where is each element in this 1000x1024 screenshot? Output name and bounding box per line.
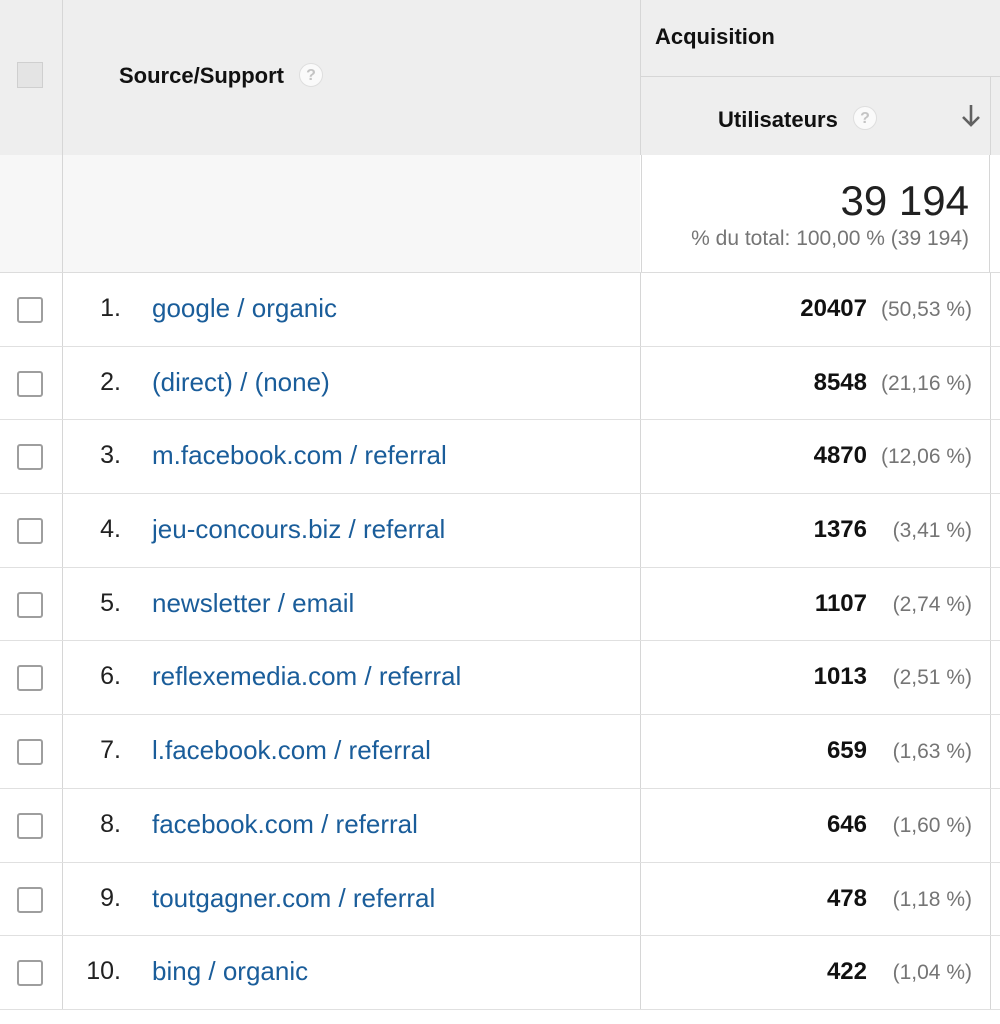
users-column-label: Utilisateurs [718, 107, 838, 132]
sort-descending-icon[interactable] [959, 103, 983, 129]
source-link[interactable]: newsletter / email [152, 587, 355, 618]
users-percent: (12,06 %) [880, 445, 972, 469]
users-cell: 478 (1,18 %) [640, 862, 991, 936]
users-column-header[interactable]: Utilisateurs ? [641, 77, 991, 155]
row-checkbox[interactable] [17, 665, 43, 692]
row-checkbox[interactable] [17, 739, 43, 766]
row-checkbox-cell [0, 420, 63, 494]
table-body: 1. google / organic 20407 (50,53 %) 2. (direc… [0, 273, 1000, 1010]
users-value: 1013 [813, 663, 867, 691]
table-row: 2. (direct) / (none) 8548 (21,16 %) [0, 346, 1000, 421]
users-value: 4870 [813, 442, 867, 470]
select-all-cell [0, 0, 63, 155]
row-index: 6. [100, 662, 121, 691]
users-value: 20407 [800, 295, 867, 322]
source-link[interactable]: m.facebook.com / referral [152, 440, 447, 471]
table-row: 4. jeu-concours.biz / referral 1376 (3,41 %… [0, 494, 1000, 568]
row-index: 10. [86, 957, 121, 986]
row-checkbox-cell [0, 346, 63, 420]
source-link[interactable]: google / organic [152, 293, 338, 323]
row-checkbox-cell [0, 788, 63, 862]
users-cell: 4870 (12,06 %) [640, 420, 991, 494]
row-checkbox-cell [0, 494, 63, 567]
total-row: 39 194 % du total: 100,00 % (39 194) [0, 155, 1000, 273]
row-checkbox[interactable] [17, 886, 43, 913]
total-row-blank [0, 155, 640, 272]
table-row: 8. facebook.com / referral 646 (1,60 %) [0, 788, 1000, 863]
acquisition-label: Acquisition [655, 24, 775, 49]
users-value: 8548 [813, 368, 867, 396]
row-index: 4. [100, 515, 121, 544]
users-value: 659 [826, 737, 867, 765]
row-checkbox-cell [0, 936, 63, 1009]
users-percent: (21,16 %) [880, 371, 972, 395]
row-checkbox[interactable] [17, 591, 43, 618]
users-cell: 659 (1,63 %) [640, 715, 991, 788]
users-percent: (2,51 %) [892, 666, 972, 690]
users-value: 646 [826, 810, 867, 838]
row-checkbox[interactable] [17, 297, 43, 323]
row-index: 1. [100, 294, 121, 322]
total-users-subtitle: % du total: 100,00 % (39 194) [691, 227, 969, 250]
table-row: 1. google / organic 20407 (50,53 %) [0, 273, 1000, 347]
row-checkbox-cell [0, 273, 63, 346]
row-checkbox[interactable] [17, 370, 43, 397]
row-checkbox-cell [0, 567, 63, 641]
source-link[interactable]: facebook.com / referral [152, 808, 418, 839]
users-cell: 20407 (50,53 %) [640, 273, 991, 346]
source-column-header[interactable]: Source/Support ? [63, 0, 641, 155]
total-users-cell: 39 194 % du total: 100,00 % (39 194) [641, 155, 990, 272]
row-checkbox[interactable] [17, 960, 43, 987]
row-index: 2. [100, 367, 121, 396]
source-link[interactable]: (direct) / (none) [152, 366, 330, 397]
users-percent: (1,04 %) [892, 961, 972, 985]
row-checkbox-cell [0, 862, 63, 936]
users-percent: (1,60 %) [892, 813, 972, 837]
users-cell: 646 (1,60 %) [640, 788, 991, 862]
users-percent: (3,41 %) [892, 519, 972, 543]
total-users-value: 39 194 [840, 177, 969, 224]
row-index: 3. [100, 441, 121, 470]
acquisition-group-header: Acquisition [641, 0, 1000, 77]
users-value: 1107 [814, 589, 867, 617]
users-value: 1376 [813, 516, 867, 544]
users-value: 478 [826, 884, 867, 912]
table-row: 3. m.facebook.com / referral 4870 (12,06 %) [0, 420, 1000, 495]
users-cell: 1376 (3,41 %) [640, 494, 991, 567]
users-cell: 422 (1,04 %) [640, 936, 991, 1009]
source-link[interactable]: jeu-concours.biz / referral [152, 514, 446, 545]
select-all-checkbox[interactable] [17, 62, 43, 88]
source-link[interactable]: bing / organic [152, 956, 309, 987]
users-percent: (50,53 %) [880, 298, 972, 321]
row-index: 5. [100, 588, 121, 617]
table-row: 10. bing / organic 422 (1,04 %) [0, 936, 1000, 1010]
row-checkbox[interactable] [17, 444, 43, 471]
row-checkbox-cell [0, 715, 63, 788]
users-percent: (2,74 %) [892, 592, 972, 616]
table-row: 6. reflexemedia.com / referral 1013 (2,51 %… [0, 641, 1000, 716]
source-column-label: Source/Support [119, 63, 285, 88]
users-cell: 1107 (2,74 %) [640, 567, 991, 641]
table-row: 9. toutgagner.com / referral 478 (1,18 %) [0, 862, 1000, 937]
row-checkbox[interactable] [17, 518, 43, 545]
help-icon[interactable]: ? [299, 63, 323, 87]
users-value: 422 [826, 958, 867, 986]
row-checkbox-cell [0, 641, 63, 715]
source-link[interactable]: l.facebook.com / referral [152, 735, 431, 766]
row-index: 8. [100, 809, 121, 838]
users-cell: 8548 (21,16 %) [640, 346, 991, 420]
users-percent: (1,63 %) [892, 740, 972, 764]
table-row: 7. l.facebook.com / referral 659 (1,63 %) [0, 715, 1000, 789]
help-icon[interactable]: ? [853, 106, 877, 130]
source-link[interactable]: toutgagner.com / referral [152, 882, 436, 913]
source-link[interactable]: reflexemedia.com / referral [152, 661, 462, 692]
row-index: 9. [100, 883, 121, 912]
table-header: Source/Support ? Acquisition Utilisateur… [0, 0, 1000, 155]
row-checkbox[interactable] [17, 812, 43, 839]
users-cell: 1013 (2,51 %) [640, 641, 991, 715]
users-percent: (1,18 %) [892, 887, 972, 911]
table-row: 5. newsletter / email 1107 (2,74 %) [0, 567, 1000, 642]
row-index: 7. [100, 736, 121, 765]
